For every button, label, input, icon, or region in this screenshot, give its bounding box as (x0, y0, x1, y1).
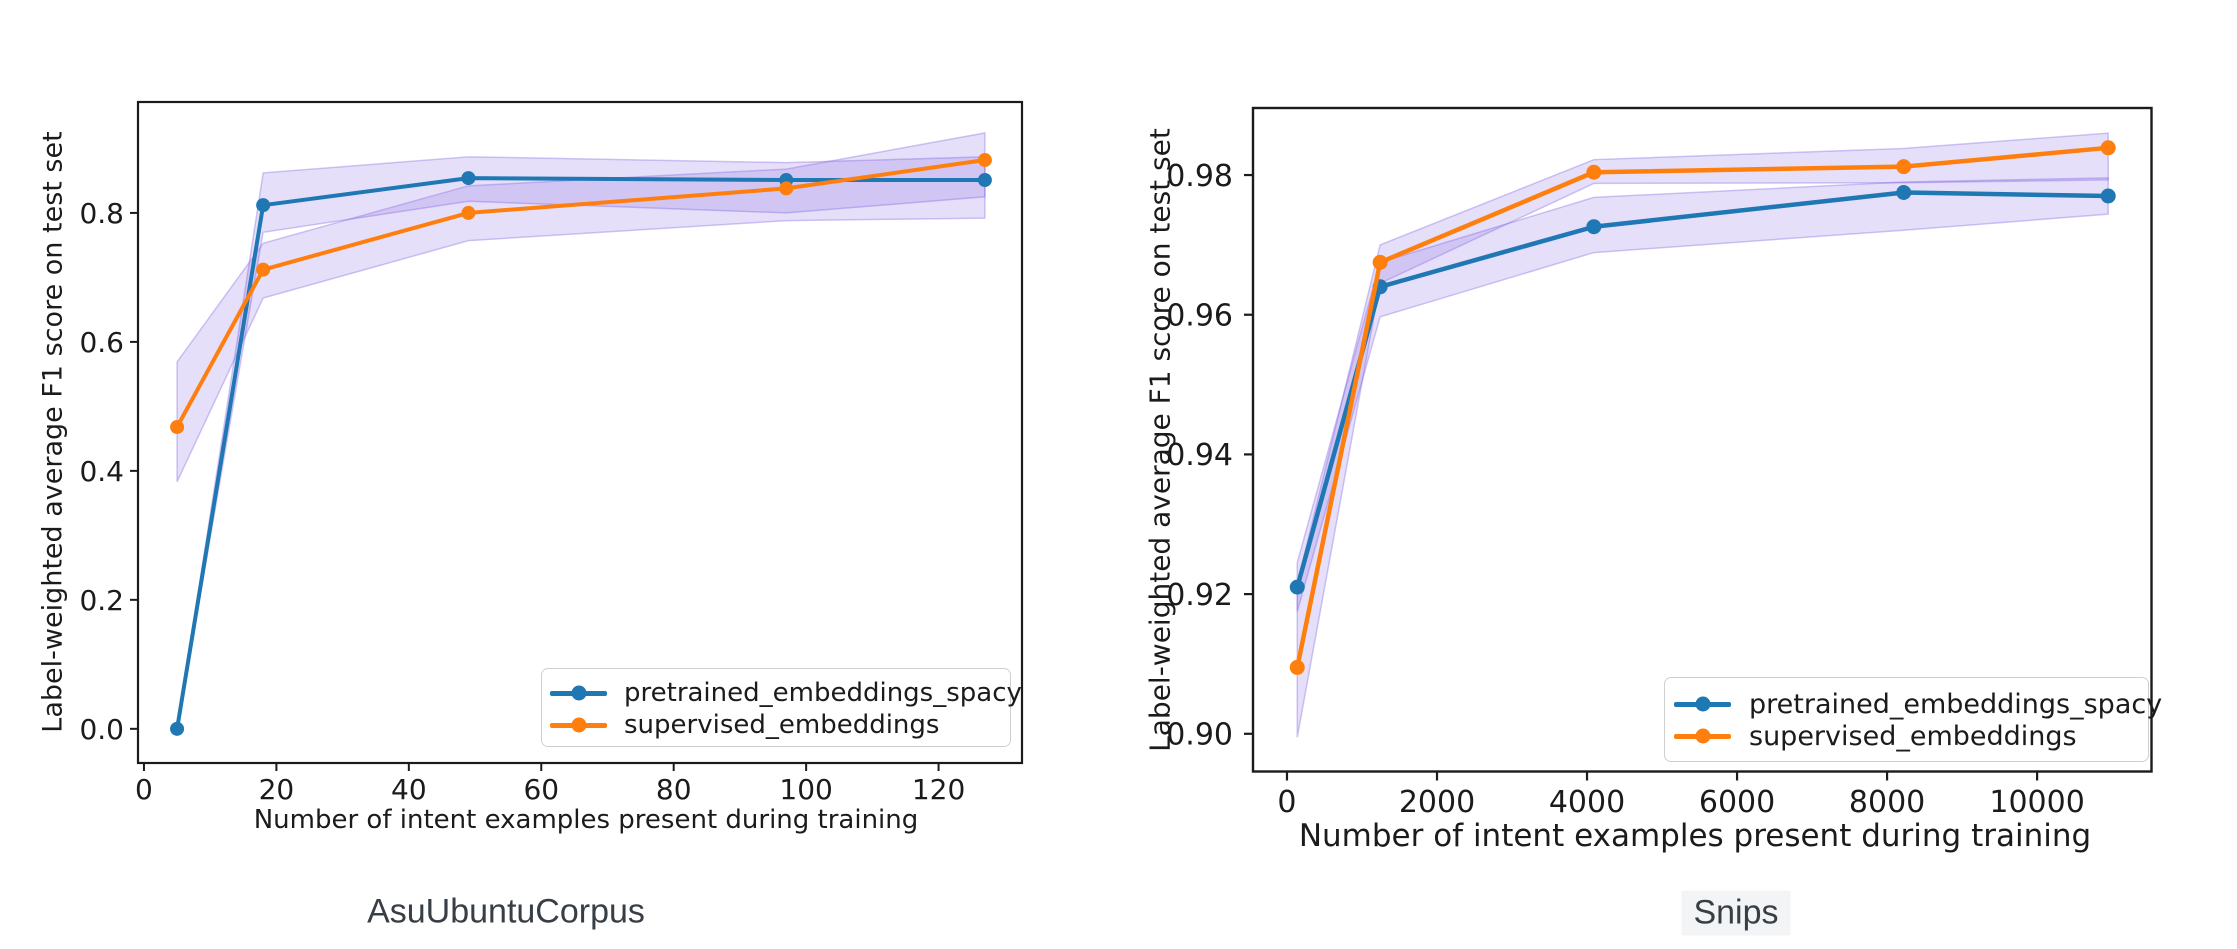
data-point-marker (256, 262, 271, 277)
caption-snips: Snips (1681, 890, 1791, 936)
data-point-marker (170, 420, 185, 435)
data-point-marker (2100, 188, 2116, 204)
x-tick-label: 4000 (1549, 785, 1625, 820)
x-tick-label: 0 (1277, 785, 1296, 820)
x-tick-label: 2000 (1399, 785, 1475, 820)
y-tick-label: 0.6 (79, 326, 124, 359)
confidence-band-supervised_embeddings (1296, 132, 2109, 738)
data-point-marker (1372, 254, 1388, 270)
x-axis-label-left: Number of intent examples present during… (253, 805, 919, 835)
x-tick-label: 100 (779, 773, 832, 806)
y-tick-label: 0.8 (79, 197, 124, 230)
legend-label: pretrained_embeddings_spacy (624, 678, 1022, 708)
plot-frame (136, 100, 1024, 765)
data-point-marker (977, 173, 992, 188)
y-tick-label: 0.96 (1166, 299, 1233, 334)
data-point-marker (1896, 159, 1912, 175)
x-tick-label: 0 (135, 773, 153, 806)
legend-label: supervised_embeddings (624, 710, 940, 740)
legend-entry-supervised: supervised_embeddings (1674, 720, 2148, 752)
data-point-marker (1586, 164, 1602, 180)
data-point-marker (170, 721, 185, 736)
data-point-marker (256, 198, 271, 213)
legend-label: supervised_embeddings (1749, 720, 2077, 752)
data-point-marker (1896, 185, 1912, 201)
plot-frame (1251, 106, 2153, 773)
data-point-marker (1586, 219, 1602, 235)
y-tick-label: 0.94 (1166, 438, 1233, 473)
data-point-marker (461, 205, 476, 220)
data-point-marker (779, 181, 794, 196)
orange-line-marker-swatch (550, 717, 607, 733)
y-tick-label: 0.4 (79, 455, 124, 488)
legend-entry-supervised: supervised_embeddings (550, 709, 1010, 741)
blue-line-marker-swatch (1674, 696, 1731, 712)
legend-entry-pretrained: pretrained_embeddings_spacy (1674, 688, 2162, 720)
y-tick-label: 0.98 (1166, 159, 1233, 194)
data-point-marker (2100, 140, 2116, 156)
x-tick-label: 60 (523, 773, 559, 806)
y-axis-label-right: Label-weighted average F1 score on test … (1143, 128, 1177, 752)
x-tick-label: 8000 (1849, 785, 1925, 820)
x-tick-label: 80 (656, 773, 692, 806)
blue-line-marker-swatch (550, 685, 607, 701)
chart-Snips: 0 2000 4000 6000 8000 10000 0.90 0.92 0.94 0.96 0.… (1166, 106, 2153, 820)
x-axis-label-right: Number of intent examples present during… (1298, 818, 2092, 854)
orange-line-marker-swatch (1674, 728, 1731, 744)
confidence-band-pretrained_embeddings_spacy (1296, 177, 2109, 612)
data-point-marker (1289, 579, 1305, 595)
y-tick-label: 0.0 (79, 713, 124, 746)
y-tick-label: 0.2 (79, 584, 124, 617)
x-tick-label: 120 (912, 773, 965, 806)
x-tick-label: 20 (259, 773, 295, 806)
y-tick-label: 0.90 (1166, 718, 1233, 753)
x-tick-label: 10000 (1989, 785, 2084, 820)
confidence-band-supervised_embeddings (176, 132, 986, 483)
chart-AsuUbuntuCorpus: 0 20 40 60 80 100 120 0.0 0.2 0.4 0.6 0.8 (79, 100, 1024, 806)
legend-label: pretrained_embeddings_spacy (1749, 688, 2163, 720)
y-tick-label: 0.92 (1166, 578, 1233, 613)
data-point-marker (1289, 659, 1305, 675)
legend-entry-pretrained: pretrained_embeddings_spacy (550, 677, 1022, 709)
legend-left: pretrained_embeddings_spacy supervised_e… (541, 668, 1022, 747)
x-tick-label: 6000 (1699, 785, 1775, 820)
data-point-marker (977, 153, 992, 168)
x-tick-label: 40 (391, 773, 427, 806)
data-point-marker (461, 171, 476, 186)
y-axis-label-left: Label-weighted average F1 score on test … (37, 131, 69, 733)
caption-asuubuntucorpus: AsuUbuntuCorpus (367, 892, 645, 931)
legend-right: pretrained_embeddings_spacy supervised_e… (1664, 677, 2162, 762)
